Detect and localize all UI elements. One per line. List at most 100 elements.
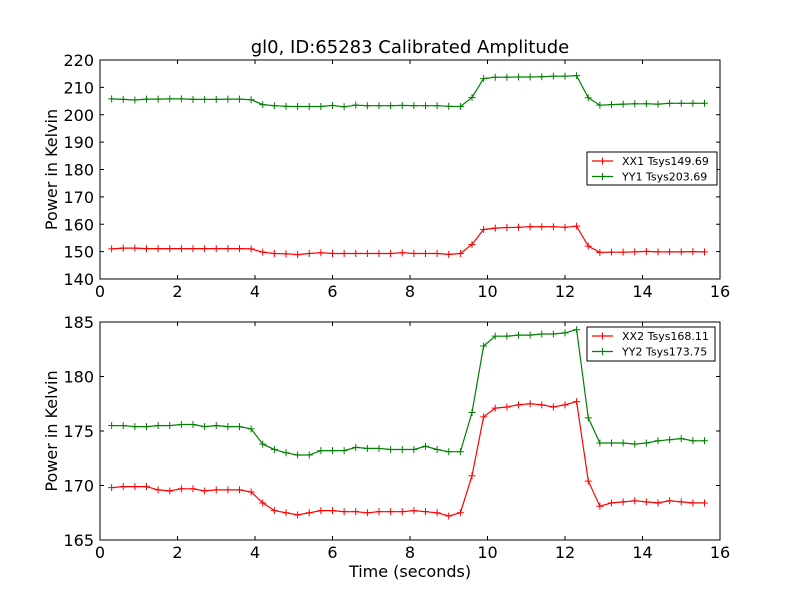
top-series-0-point bbox=[561, 223, 569, 231]
bottom-series-0-point bbox=[143, 483, 150, 491]
bottom-series-0 bbox=[108, 398, 708, 520]
top-series-0-point bbox=[177, 245, 185, 253]
top-series-1-point bbox=[294, 103, 302, 111]
top-series-1-point bbox=[549, 72, 557, 80]
bottom-series-0-point bbox=[131, 483, 139, 491]
bottom-series-1-point bbox=[201, 423, 209, 431]
top-series-0-point bbox=[317, 249, 325, 257]
bottom-series-1-point bbox=[526, 331, 534, 339]
bottom-series-0-point bbox=[387, 508, 395, 516]
bottom-series-line-0 bbox=[111, 400, 705, 517]
top-series-1-point bbox=[189, 95, 197, 103]
bottom-series-1-point bbox=[619, 439, 627, 447]
top-series-0-point bbox=[212, 245, 220, 253]
bottom-series-0-point bbox=[666, 497, 674, 505]
bottom-series-0-point bbox=[526, 400, 534, 408]
top-series-1-point bbox=[329, 101, 336, 109]
top-series-1-point bbox=[596, 101, 604, 109]
top-series-0-point bbox=[259, 248, 267, 256]
top-legend-box bbox=[586, 151, 718, 186]
top-series-0-point bbox=[189, 245, 197, 253]
bottom-series-0-point bbox=[259, 499, 267, 507]
bottom-series-0-point bbox=[363, 509, 371, 517]
top-series-0-point bbox=[596, 248, 604, 256]
bottom-series-1-point bbox=[189, 420, 197, 428]
bottom-series-0-point bbox=[166, 487, 174, 495]
top-series-1-point bbox=[573, 72, 581, 80]
bottom-series-0-point bbox=[154, 486, 162, 494]
top-series-0-point bbox=[468, 241, 476, 249]
bottom-series-0-point bbox=[677, 498, 685, 506]
top-series-1-point bbox=[119, 95, 127, 103]
bottom-series-0-point bbox=[224, 486, 232, 494]
top-series-1-point bbox=[526, 73, 534, 81]
top-series-0-point bbox=[515, 223, 522, 231]
bottom-series-1-point bbox=[573, 326, 581, 334]
top-series-0-point bbox=[398, 249, 406, 257]
bottom-ytick-label: 185 bbox=[63, 313, 94, 332]
bottom-series-1-point bbox=[608, 439, 615, 447]
bottom-xtick-label: 6 bbox=[327, 543, 337, 562]
bottom-series-0-point bbox=[294, 511, 302, 519]
bottom-xtick-label: 8 bbox=[405, 543, 415, 562]
bottom-series-1-point bbox=[515, 331, 522, 339]
top-series-0-point bbox=[701, 248, 708, 256]
bottom-series-0-point bbox=[573, 398, 581, 406]
top-legend: XX1 Tsys149.69 YY1 Tsys203.69 bbox=[586, 151, 718, 186]
top-series-1-point bbox=[491, 73, 499, 81]
bottom-series-0-point bbox=[282, 509, 290, 517]
bottom-series-1-point bbox=[294, 451, 302, 459]
bottom-legend-marker bbox=[599, 348, 606, 355]
top-legend-marker bbox=[599, 173, 606, 180]
bottom-series-0-point bbox=[468, 472, 476, 480]
bottom-series-1-point bbox=[491, 332, 499, 340]
top-series-1-point bbox=[701, 99, 708, 107]
bottom-series-1-point bbox=[259, 440, 267, 448]
bottom-ytick-label: 165 bbox=[63, 531, 94, 550]
top-series-1-point bbox=[608, 101, 615, 109]
bottom-series-0-point bbox=[689, 499, 697, 507]
top-series-1-point bbox=[468, 94, 476, 102]
top-series-1-point bbox=[456, 103, 464, 111]
bottom-series-1-point bbox=[224, 423, 232, 431]
bottom-series-1-point bbox=[596, 439, 604, 447]
bottom-legend-label: YY2 Tsys173.75 bbox=[621, 346, 707, 359]
bottom-series-1-point bbox=[445, 448, 453, 456]
top-series-1-point bbox=[131, 96, 139, 104]
top-ytick-label: 160 bbox=[63, 215, 94, 234]
top-series-0-point bbox=[526, 223, 534, 231]
bottom-series-0-point bbox=[177, 485, 185, 493]
top-series-1-point bbox=[363, 102, 371, 110]
top-series-0-point bbox=[456, 250, 464, 258]
top-series-0-point bbox=[224, 245, 232, 253]
bottom-series-1-point bbox=[154, 422, 162, 430]
top-series-1-point bbox=[631, 100, 639, 108]
top-series-0-point bbox=[247, 245, 255, 253]
bottom-series-0-point bbox=[410, 507, 418, 515]
top-series-line-1 bbox=[111, 74, 705, 108]
bottom-ytick-label: 170 bbox=[63, 477, 94, 496]
top-series-1-point bbox=[154, 95, 162, 103]
top-xtick-label: 8 bbox=[405, 282, 415, 301]
bottom-series-1-point bbox=[538, 330, 546, 338]
bottom-series-1-point bbox=[282, 449, 290, 457]
top-ytick-label: 150 bbox=[63, 243, 94, 262]
top-series-1-point bbox=[201, 95, 209, 103]
top-series-1-point bbox=[689, 99, 697, 107]
top-series-0-point bbox=[201, 245, 209, 253]
bottom-series-0-point bbox=[201, 487, 209, 495]
top-series-1-point bbox=[584, 94, 592, 102]
top-legend-label: YY1 Tsys203.69 bbox=[621, 171, 707, 184]
bottom-series-0-point bbox=[236, 486, 243, 494]
bottom-series-1-point bbox=[363, 444, 371, 452]
bottom-series-0-point bbox=[247, 488, 255, 496]
top-xtick-label: 14 bbox=[632, 282, 652, 301]
top-series-0-point bbox=[387, 250, 395, 258]
bottom-series-1-point bbox=[410, 446, 418, 454]
bottom-series-0-point bbox=[445, 512, 453, 520]
top-series-1-point bbox=[666, 99, 674, 107]
bottom-series-0-point bbox=[317, 507, 325, 515]
top-ylabel: Power in Kelvin bbox=[42, 109, 61, 230]
top-series-0-point bbox=[108, 245, 116, 253]
